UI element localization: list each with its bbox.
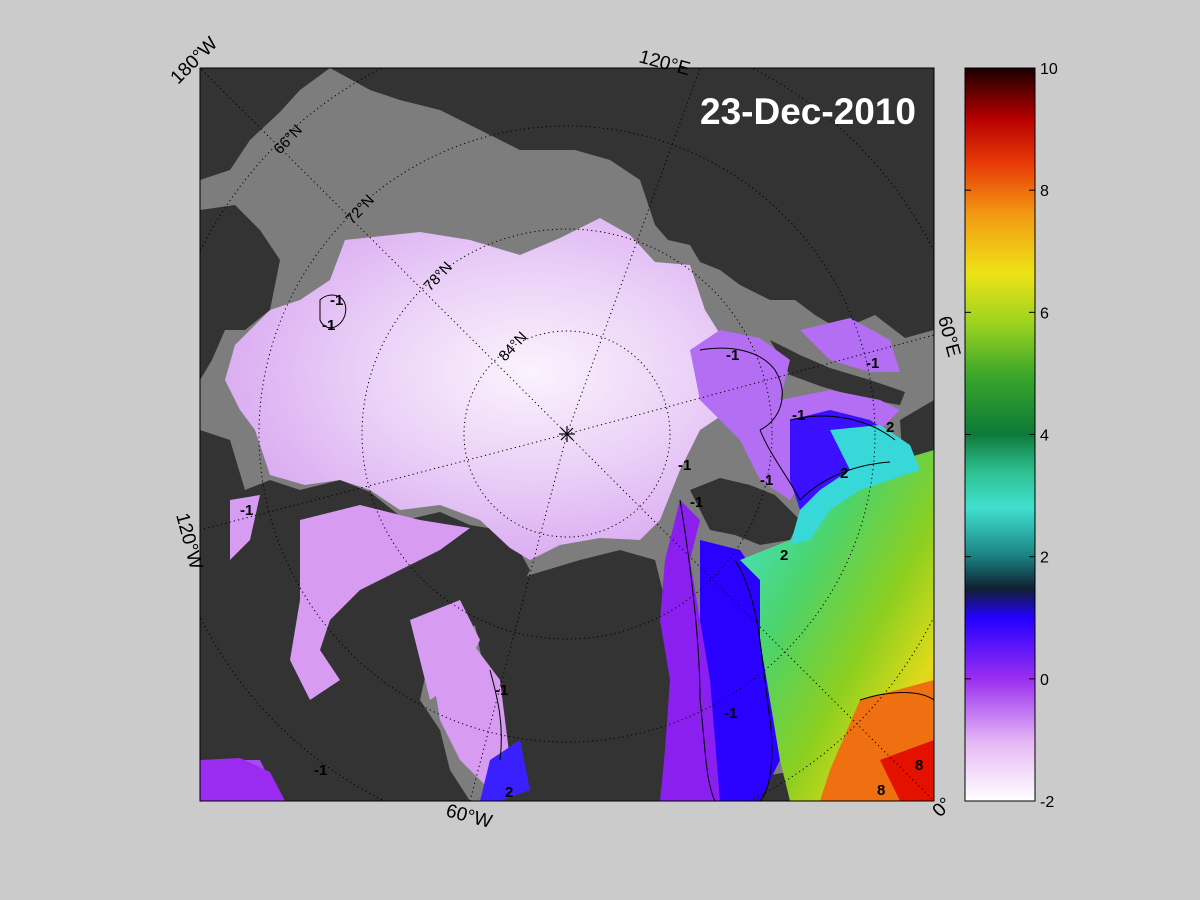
contour-label: 8 — [877, 782, 885, 799]
contour-label: -1 — [495, 682, 508, 699]
north-pole-marker — [559, 426, 575, 442]
atlantic-purple-band — [660, 500, 720, 801]
contour-lines — [319, 294, 934, 801]
land-canada — [200, 430, 530, 801]
contour-label: 2 — [780, 547, 788, 564]
colorbar-tick-label: 8 — [1040, 183, 1049, 200]
contour-label: -1 — [240, 502, 253, 519]
colorbar-tick-label: 2 — [1040, 550, 1049, 567]
sea-kara — [800, 318, 900, 372]
contour-label: -1 — [690, 494, 703, 511]
colorbar-gradient — [964, 67, 1036, 802]
land-chukotka — [200, 205, 280, 380]
barents-cyan-band — [790, 425, 920, 545]
contour-label: 2 — [840, 465, 848, 482]
colorbar-tick-label: 4 — [1040, 428, 1049, 445]
colorbar-tick-label: 10 — [1040, 61, 1058, 78]
contour-label: -1 — [330, 292, 343, 309]
graticule — [200, 68, 934, 801]
contour-label: -1 — [866, 355, 879, 372]
lon-label-60e: 60°E — [933, 314, 964, 359]
contour-label: 2 — [886, 419, 894, 436]
contour-label-group: -1 -1 -1 -1 -1 -1 -1 -1 -1 -1 -1 -1 2 2 … — [240, 292, 923, 801]
contour-label: -1 — [724, 705, 737, 722]
map-frame — [199, 67, 935, 802]
contour-label: 2 — [505, 784, 513, 801]
colorbar-tick-label: 0 — [1040, 672, 1049, 689]
sea-ice-arctic — [225, 218, 780, 560]
contour-label: -1 — [760, 472, 773, 489]
land-greenland — [470, 550, 685, 801]
contour-label: -1 — [314, 762, 327, 779]
land-siberia-west — [200, 68, 330, 180]
bering-purple — [200, 758, 285, 801]
contour-label: -1 — [726, 347, 739, 364]
map-panel — [200, 68, 934, 801]
colorbar-tick-label: 6 — [1040, 305, 1049, 322]
contour-label: -1 — [792, 407, 805, 424]
sea-barents — [690, 330, 900, 500]
contour-label: -1 — [678, 457, 691, 474]
atlantic-red — [880, 740, 934, 801]
baffin-blue — [480, 740, 530, 801]
land-svalbard — [690, 478, 800, 545]
land-novaya-zemlya — [770, 340, 905, 405]
contour-label: 8 — [915, 757, 923, 774]
colorbar-ticks: -2 0 2 4 6 8 10 — [965, 61, 1058, 811]
lon-label-60w: 60°W — [444, 801, 495, 833]
land-eurasia — [330, 68, 934, 338]
contour-label: -1 — [322, 317, 335, 334]
colorbar: -2 0 2 4 6 8 10 — [964, 61, 1058, 811]
colorbar-tick-label: -2 — [1040, 794, 1054, 811]
date-label: 23-Dec-2010 — [700, 91, 916, 132]
